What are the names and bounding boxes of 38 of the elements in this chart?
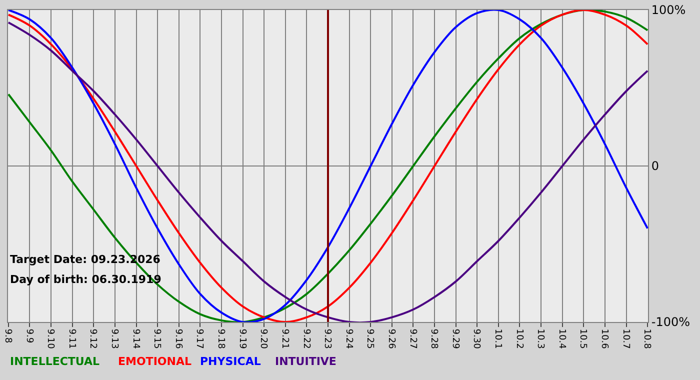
x-tick-label: 10.8 bbox=[642, 328, 652, 350]
x-tick-label: 9.15 bbox=[152, 328, 162, 349]
x-tick-label: 9.26 bbox=[386, 328, 396, 350]
x-tick-label: 9.27 bbox=[407, 328, 418, 349]
x-tick-label: 10.1 bbox=[492, 328, 503, 349]
x-tick-label: 9.17 bbox=[194, 328, 204, 349]
x-tick-label: 10.3 bbox=[535, 328, 546, 349]
x-tick-label: 9.13 bbox=[109, 328, 120, 349]
x-tick-label: 10.5 bbox=[578, 328, 588, 349]
y-tick-label: 0 bbox=[651, 159, 660, 174]
y-tick-label: 100% bbox=[651, 3, 686, 18]
x-tick-label: 9.10 bbox=[45, 328, 56, 350]
x-tick-label: 9.20 bbox=[258, 328, 268, 350]
x-tick-label: 9.8 bbox=[2, 328, 13, 344]
x-tick-label: 9.21 bbox=[279, 328, 290, 349]
x-tick-label: 9.18 bbox=[216, 328, 226, 350]
x-tick-label: 9.19 bbox=[236, 328, 247, 350]
x-tick-label: 9.14 bbox=[130, 328, 140, 350]
x-tick-label: 9.24 bbox=[343, 328, 354, 350]
text: EMOTIONAL bbox=[118, 355, 192, 368]
x-tick-label: 9.25 bbox=[364, 328, 375, 349]
y-tick-label: -100% bbox=[651, 315, 690, 330]
text: INTUITIVE bbox=[275, 355, 336, 368]
x-tick-label: 9.22 bbox=[300, 328, 311, 349]
x-tick-label: 10.7 bbox=[620, 328, 630, 349]
x-tick-label: 9.16 bbox=[172, 328, 183, 350]
text: PHYSICAL bbox=[200, 355, 261, 368]
x-tick-label: 9.29 bbox=[450, 328, 460, 350]
x-tick-label: 9.11 bbox=[66, 328, 76, 349]
x-tick-label: 10.2 bbox=[514, 328, 524, 349]
x-tick-label: 9.9 bbox=[24, 328, 34, 344]
x-tick-label: 9.28 bbox=[428, 328, 439, 350]
text: INTELLECTUAL bbox=[10, 355, 100, 368]
x-tick-label: 10.6 bbox=[599, 328, 610, 350]
x-tick-label: 10.4 bbox=[556, 328, 566, 350]
x-tick-label: 9.23 bbox=[322, 328, 332, 349]
x-tick-label: 9.30 bbox=[471, 328, 482, 350]
x-tick-label: 9.12 bbox=[88, 328, 98, 349]
